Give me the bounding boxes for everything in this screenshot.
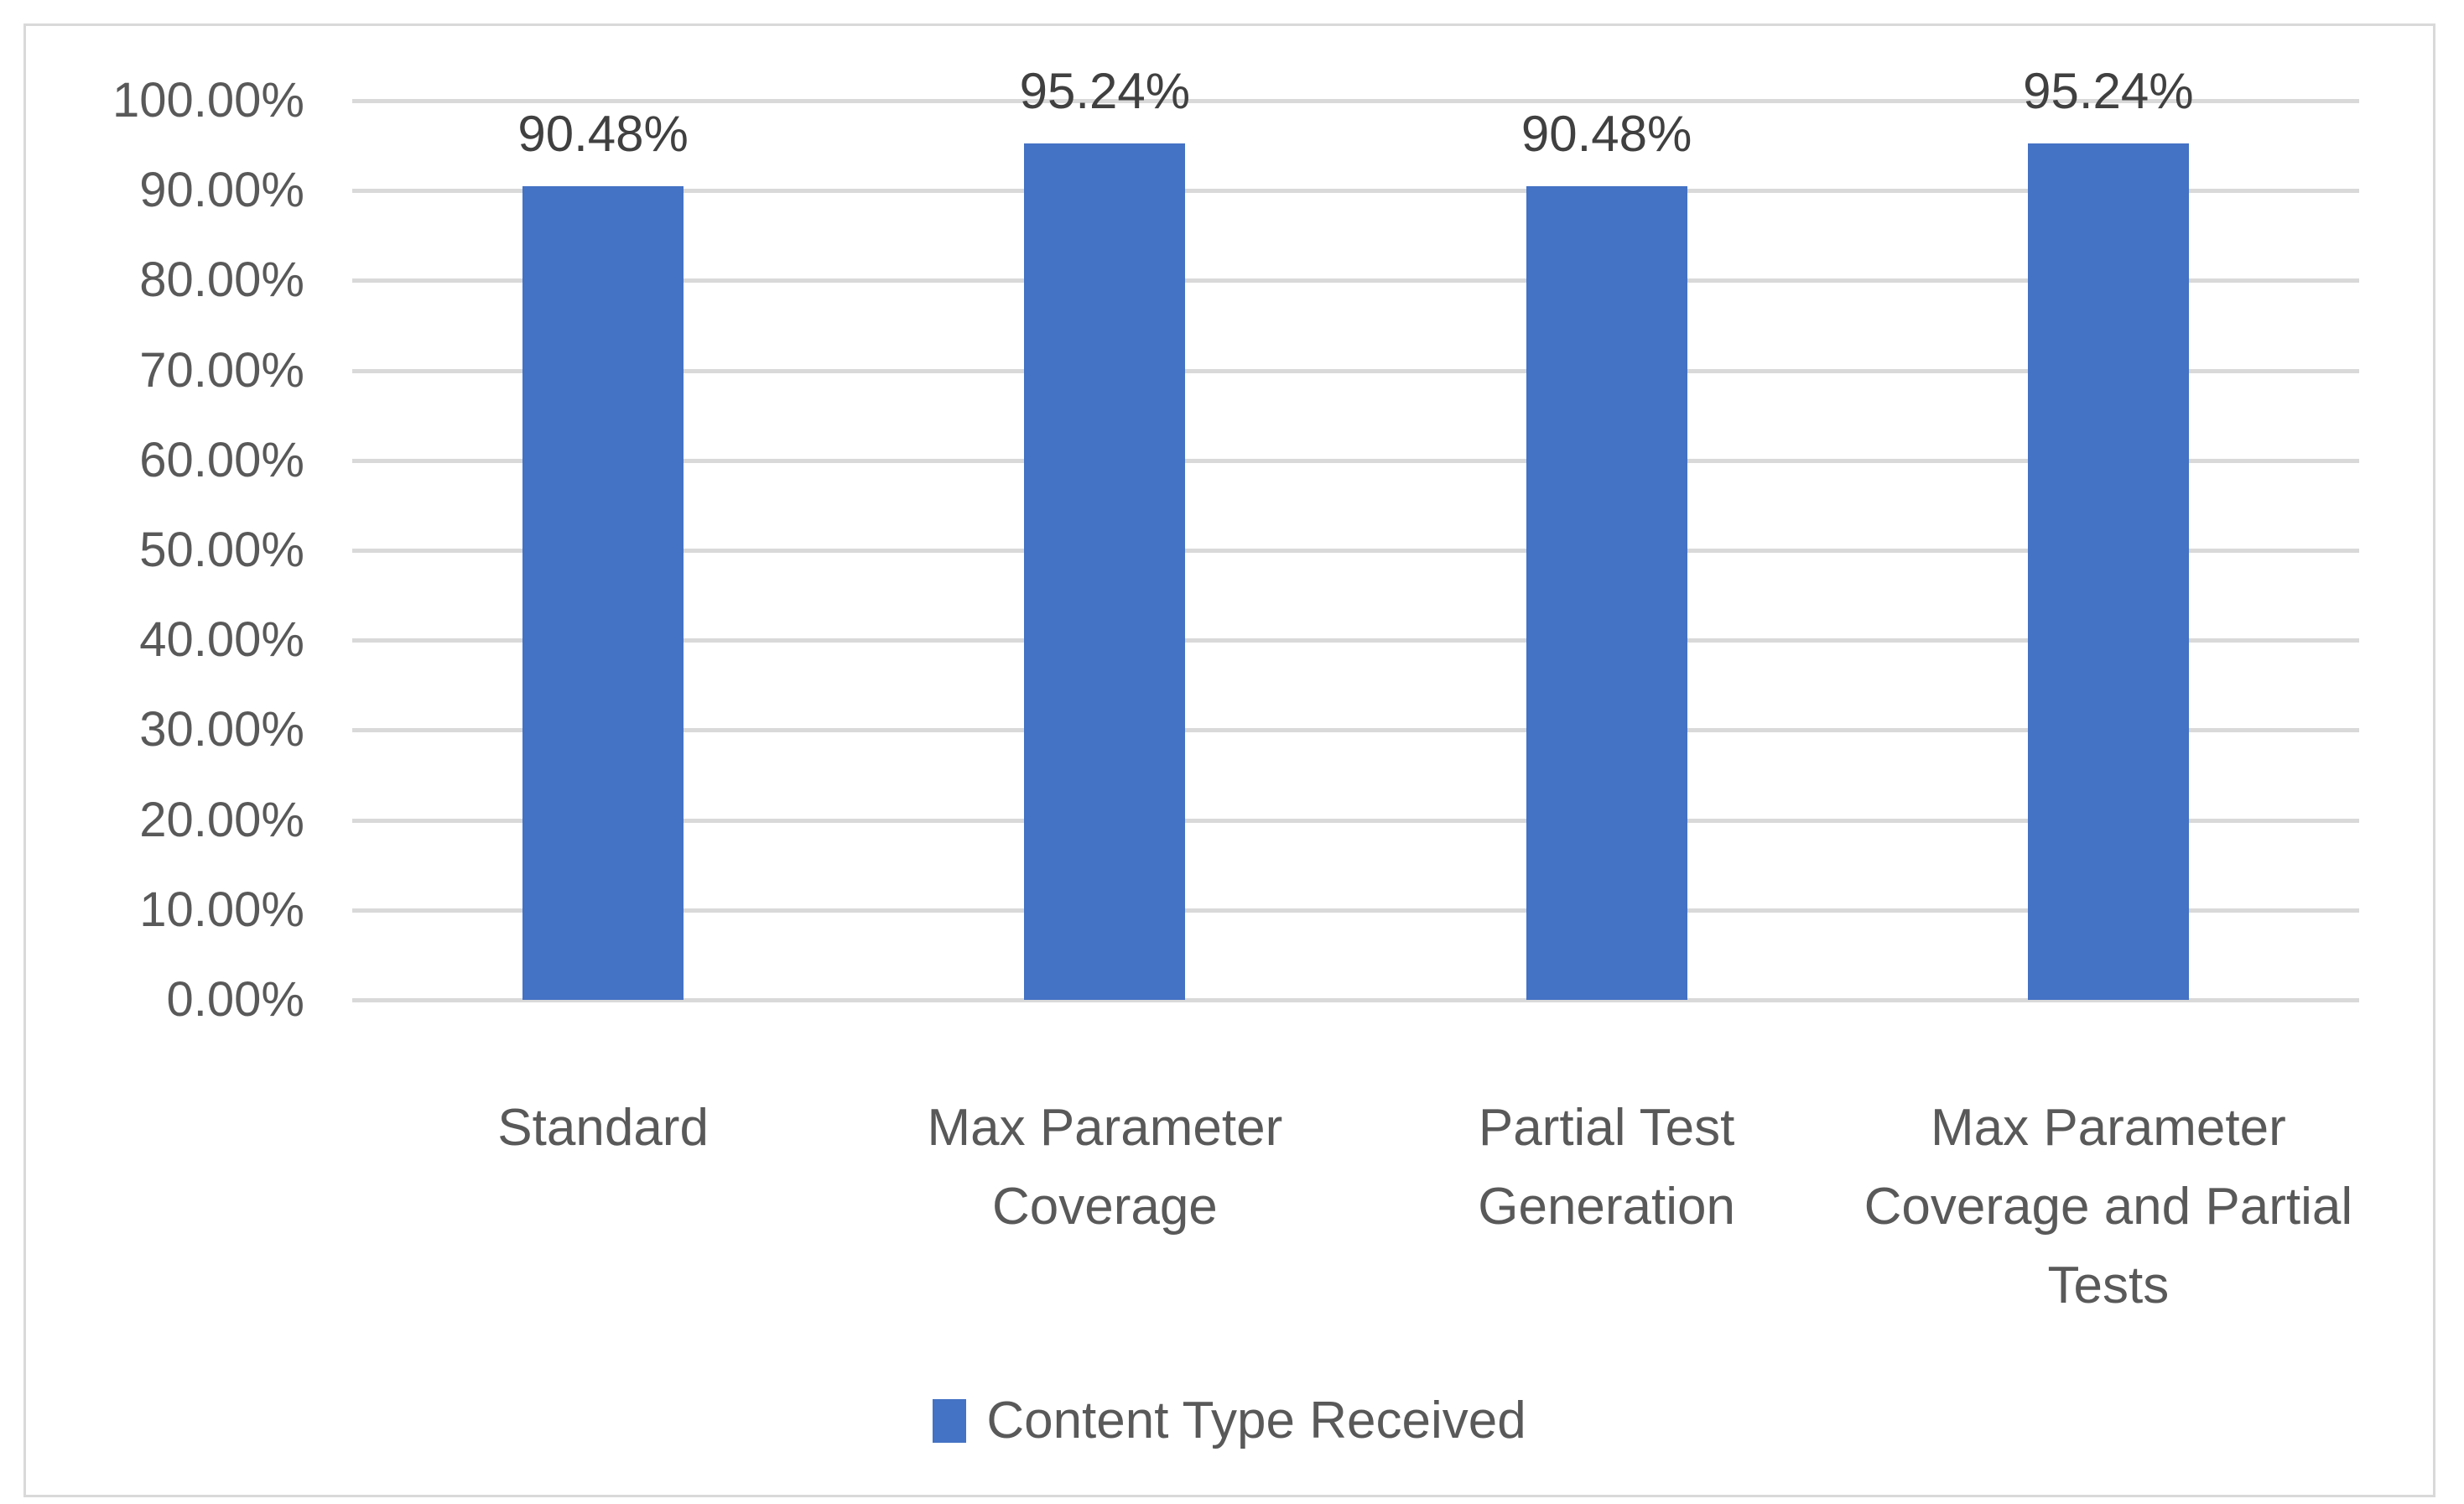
- legend: Content Type Received: [26, 1392, 2433, 1450]
- legend-label: Content Type Received: [986, 1392, 1526, 1449]
- x-axis-category-label: Max Parameter Coverage: [927, 1099, 1283, 1236]
- bar-standard: [522, 186, 684, 1000]
- data-label: 95.24%: [1019, 63, 1191, 120]
- x-axis-category-label: Standard: [497, 1099, 709, 1157]
- bar-max-parameter-coverage: [1024, 143, 1186, 1000]
- bar-max-parameter-coverage-and-partial-tests: [2027, 143, 2189, 1000]
- y-axis-tick-label: 80.00%: [139, 252, 304, 308]
- x-axis-category-label: Max Parameter Coverage and Partial Tests: [1864, 1099, 2353, 1314]
- y-axis-tick-label: 20.00%: [139, 792, 304, 847]
- y-axis-tick-label: 100.00%: [112, 73, 304, 128]
- chart-border: 100.00% 90.00% 80.00% 70.00% 60.00% 50.00% 40.…: [23, 23, 2435, 1497]
- gridline: [352, 908, 2359, 913]
- gridline: [352, 458, 2359, 463]
- gridline: [352, 549, 2359, 553]
- gridline: [352, 99, 2359, 103]
- y-axis-tick-label: 70.00%: [139, 342, 304, 398]
- y-axis-tick-label: 30.00%: [139, 702, 304, 757]
- gridline: [352, 368, 2359, 373]
- y-axis-tick-label: 50.00%: [139, 523, 304, 577]
- gridline: [352, 638, 2359, 643]
- x-axis-category-label: Partial Test Generation: [1478, 1099, 1735, 1236]
- data-label: 90.48%: [1521, 106, 1692, 163]
- y-axis-tick-label: 10.00%: [139, 882, 304, 937]
- data-label: 90.48%: [517, 106, 689, 163]
- gridline: [352, 818, 2359, 823]
- gridline: [352, 189, 2359, 194]
- bar-partial-test-generation: [1526, 186, 1687, 1000]
- gridline: [352, 728, 2359, 733]
- y-axis-tick-label: 90.00%: [139, 163, 304, 218]
- y-axis-tick-label: 0.00%: [166, 972, 304, 1027]
- data-label: 95.24%: [2023, 63, 2194, 120]
- legend-color-swatch: [933, 1399, 967, 1443]
- gridline: [352, 278, 2359, 284]
- gridline: [352, 998, 2359, 1002]
- y-axis-tick-label: 60.00%: [139, 432, 304, 487]
- y-axis-tick-label: 40.00%: [139, 612, 304, 668]
